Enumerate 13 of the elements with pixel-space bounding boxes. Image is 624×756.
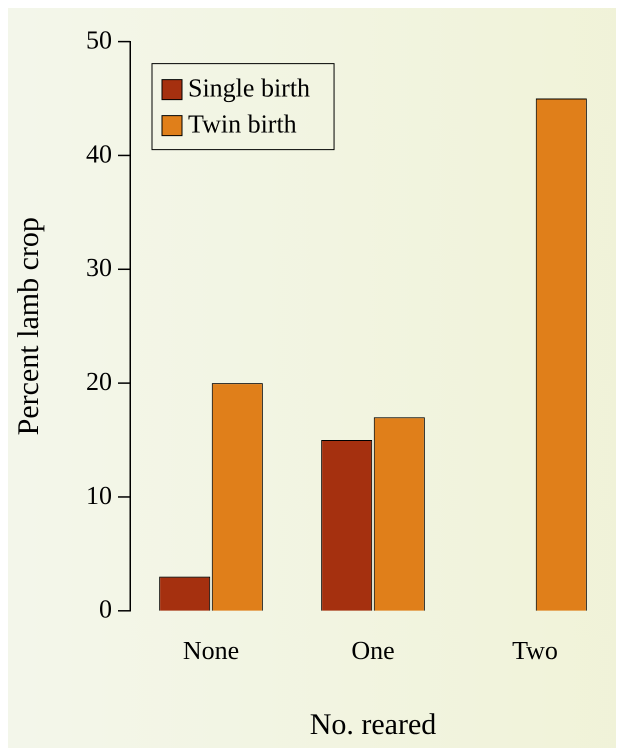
y-tick-label: 40 <box>86 139 112 168</box>
y-tick-label: 50 <box>86 25 112 54</box>
legend-label: Single birth <box>188 73 310 102</box>
x-tick-label: Two <box>512 636 558 666</box>
y-tick-label: 0 <box>99 594 112 624</box>
y-tick-label: 30 <box>86 253 112 282</box>
x-tick-label: None <box>182 636 240 666</box>
x-tick-label: One <box>351 636 395 666</box>
legend-label: Twin birth <box>188 109 297 138</box>
y-axis-title: Percent lamb crop <box>12 217 45 436</box>
y-tick-label: 20 <box>86 366 112 396</box>
y-tick-label: 10 <box>86 480 112 510</box>
x-axis-title: No. reared <box>310 708 436 741</box>
